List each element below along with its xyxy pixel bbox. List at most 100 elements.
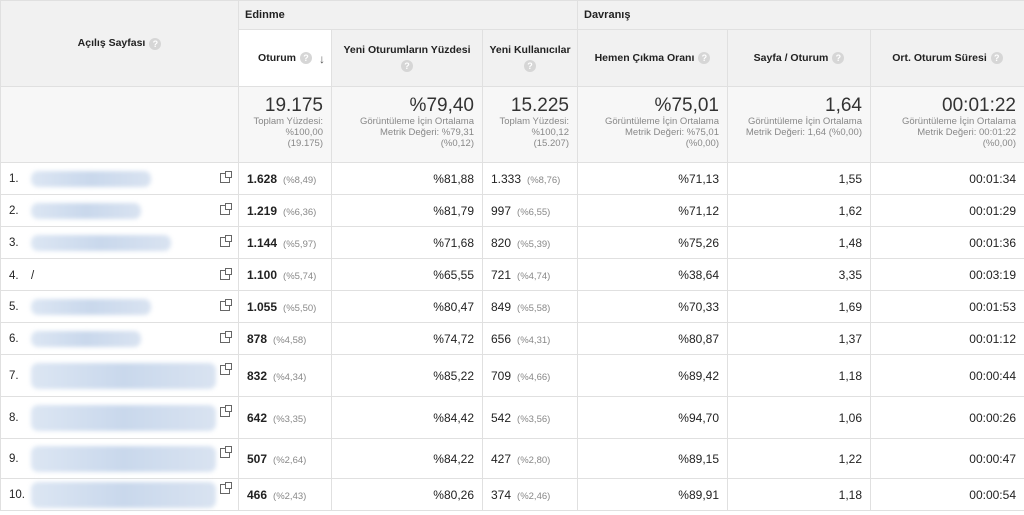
sessions-column-header[interactable]: Oturum? ↓: [238, 29, 332, 87]
total-new-sessions-pct-note3: (%0,12): [440, 138, 474, 149]
table-row[interactable]: 1. 1.628 (%8,49) %81,88 1.333 (%8,76) %71,…: [0, 162, 1024, 195]
new-users-value: 656: [491, 331, 512, 346]
landing-page-cell[interactable]: 3.: [0, 226, 239, 259]
landing-page-cell[interactable]: 2.: [0, 194, 239, 227]
pages-per-session-cell: 1,55: [727, 162, 871, 195]
bounce-rate-column-header[interactable]: Hemen Çıkma Oranı?: [577, 29, 728, 87]
table-body: 1. 1.628 (%8,49) %81,88 1.333 (%8,76) %71,…: [0, 162, 1024, 511]
external-link-icon[interactable]: [220, 330, 232, 343]
avg-session-duration-cell: 00:00:26: [870, 396, 1024, 439]
table-row[interactable]: 8. 642 (%3,35) %84,42 542 (%3,56) %94,70 1…: [0, 396, 1024, 439]
help-icon[interactable]: ?: [401, 60, 413, 72]
external-link-icon[interactable]: [220, 445, 232, 458]
new-sessions-pct-cell: %65,55: [331, 258, 483, 291]
total-bounce-rate-note1: Görüntüleme İçin Ortalama: [604, 116, 719, 127]
total-bounce-rate: %75,01 Görüntüleme İçin Ortalama Metrik …: [577, 86, 728, 163]
external-link-icon[interactable]: [220, 362, 232, 375]
bounce-rate-cell: %89,42: [577, 354, 728, 397]
landing-page-path[interactable]: /: [31, 269, 35, 282]
table-row[interactable]: 10. 466 (%2,43) %80,26 374 (%2,46) %89,91 …: [0, 478, 1024, 511]
help-icon[interactable]: ?: [832, 52, 845, 65]
new-sessions-pct-cell: %74,72: [331, 322, 483, 355]
external-link-icon[interactable]: [220, 481, 232, 494]
redacted-page-path[interactable]: [31, 234, 171, 251]
external-link-icon[interactable]: [220, 170, 232, 183]
landing-page-cell[interactable]: 7.: [0, 354, 239, 397]
redacted-page-path[interactable]: [31, 202, 141, 219]
row-index: 2.: [9, 204, 19, 217]
total-new-users-value: 15.225: [510, 95, 569, 116]
bounce-rate-cell: %38,64: [577, 258, 728, 291]
redacted-page-path[interactable]: [31, 445, 216, 472]
landing-page-cell[interactable]: 5.: [0, 290, 239, 323]
sessions-header-label: Oturum: [258, 51, 296, 64]
sessions-percent: (%5,97): [283, 238, 317, 250]
landing-page-cell[interactable]: 6.: [0, 322, 239, 355]
landing-page-cell[interactable]: 4. /: [0, 258, 239, 291]
redacted-page-path[interactable]: [31, 481, 216, 508]
sessions-cell: 1.219 (%6,36): [238, 194, 332, 227]
help-icon[interactable]: ?: [149, 37, 162, 50]
redacted-page-path[interactable]: [31, 298, 151, 315]
sessions-value: 466: [247, 487, 268, 502]
sessions-value: 1.628: [247, 171, 278, 186]
help-icon[interactable]: ?: [524, 60, 536, 72]
landing-page-cell[interactable]: 9.: [0, 438, 239, 479]
sessions-percent: (%3,35): [273, 413, 307, 425]
help-icon[interactable]: ?: [299, 52, 312, 65]
sessions-value: 507: [247, 451, 268, 466]
table-row[interactable]: 7. 832 (%4,34) %85,22 709 (%4,66) %89,42 1…: [0, 354, 1024, 397]
avg-session-duration-cell: 00:03:19: [870, 258, 1024, 291]
table-row[interactable]: 3. 1.144 (%5,97) %71,68 820 (%5,39) %75,26…: [0, 226, 1024, 259]
help-icon[interactable]: ?: [990, 52, 1003, 65]
new-users-percent: (%3,56): [517, 413, 551, 425]
pages-per-session-header-label: Sayfa / Oturum: [753, 51, 829, 64]
new-sessions-pct-cell: %71,68: [331, 226, 483, 259]
table-row[interactable]: 5. 1.055 (%5,50) %80,47 849 (%5,58) %70,33…: [0, 290, 1024, 323]
external-link-icon[interactable]: [220, 298, 232, 311]
table-row[interactable]: 4. / 1.100 (%5,74) %65,55 721 (%4,74) %38,6…: [0, 258, 1024, 291]
new-sessions-pct-cell: %85,22: [331, 354, 483, 397]
pages-per-session-cell: 1,18: [727, 354, 871, 397]
sessions-cell: 466 (%2,43): [238, 478, 332, 511]
total-pages-per-session: 1,64 Görüntüleme İçin Ortalama Metrik De…: [727, 86, 871, 163]
sort-descending-icon[interactable]: ↓: [319, 52, 325, 66]
new-users-column-header[interactable]: Yeni Kullanıcılar?: [482, 29, 578, 87]
external-link-icon[interactable]: [220, 234, 232, 247]
redacted-page-path[interactable]: [31, 170, 151, 187]
total-sessions-value: 19.175: [264, 95, 323, 116]
table-row[interactable]: 2. 1.219 (%6,36) %81,79 997 (%6,55) %71,12…: [0, 194, 1024, 227]
avg-session-duration-column-header[interactable]: Ort. Oturum Süresi?: [870, 29, 1024, 87]
new-users-cell: 374 (%2,46): [482, 478, 578, 511]
help-icon[interactable]: ?: [698, 52, 711, 65]
new-sessions-pct-column-header[interactable]: Yeni Oturumların Yüzdesi?: [331, 29, 483, 87]
redacted-page-path[interactable]: [31, 330, 141, 347]
landing-page-cell[interactable]: 8.: [0, 396, 239, 439]
new-users-percent: (%4,74): [517, 270, 551, 282]
redacted-page-path[interactable]: [31, 404, 216, 431]
new-users-value: 709: [491, 368, 512, 383]
total-sessions-note2: %100,00: [285, 127, 323, 138]
external-link-icon[interactable]: [220, 267, 232, 280]
total-sessions: 19.175 Toplam Yüzdesi: %100,00 (19.175): [238, 86, 332, 163]
landing-page-column-header[interactable]: Açılış Sayfası?: [0, 0, 239, 87]
total-new-sessions-pct-value: %79,40: [409, 95, 474, 116]
new-users-cell: 542 (%3,56): [482, 396, 578, 439]
landing-page-cell[interactable]: 10.: [0, 478, 239, 511]
table-row[interactable]: 6. 878 (%4,58) %74,72 656 (%4,31) %80,87 1…: [0, 322, 1024, 355]
landing-page-cell[interactable]: 1.: [0, 162, 239, 195]
sessions-percent: (%4,34): [273, 371, 307, 383]
new-users-value: 997: [491, 203, 512, 218]
total-pages-per-session-note2: Metrik Değeri: 1,64 (%0,00): [745, 127, 862, 138]
new-users-header-label: Yeni Kullanıcılar: [489, 44, 571, 56]
total-bounce-rate-note2: Metrik Değeri: %75,01: [625, 127, 719, 138]
new-users-cell: 820 (%5,39): [482, 226, 578, 259]
new-sessions-pct-cell: %80,47: [331, 290, 483, 323]
redacted-page-path[interactable]: [31, 362, 216, 389]
pages-per-session-column-header[interactable]: Sayfa / Oturum?: [727, 29, 871, 87]
sessions-percent: (%2,64): [273, 454, 307, 466]
external-link-icon[interactable]: [220, 202, 232, 215]
external-link-icon[interactable]: [220, 404, 232, 417]
table-row[interactable]: 9. 507 (%2,64) %84,22 427 (%2,80) %89,15 1…: [0, 438, 1024, 479]
pages-per-session-cell: 1,62: [727, 194, 871, 227]
